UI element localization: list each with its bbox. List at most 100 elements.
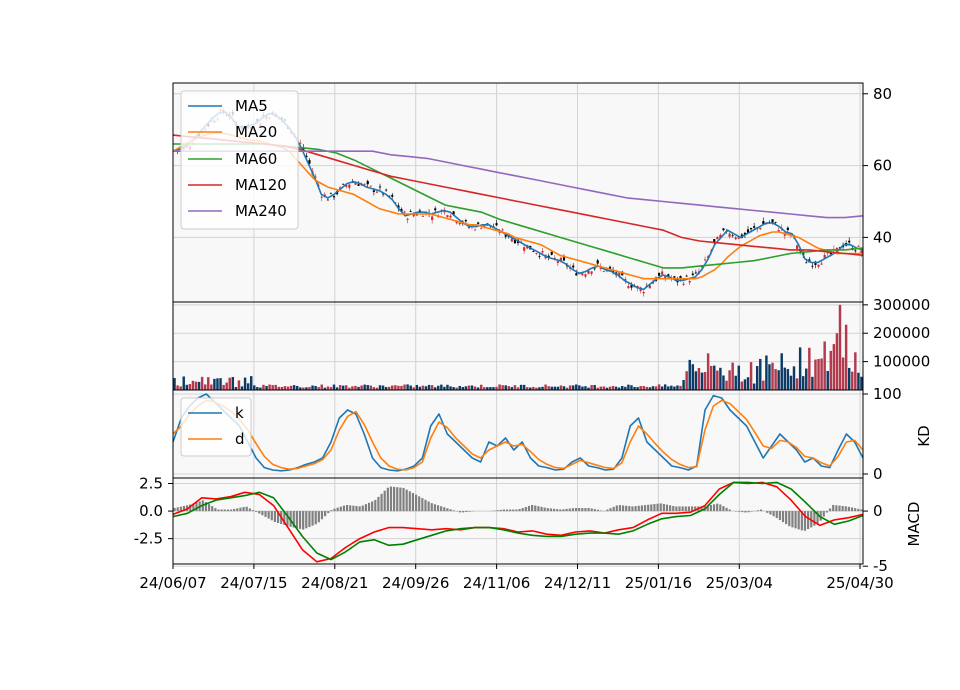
volume-bar [295, 385, 299, 390]
candle-body [575, 273, 578, 276]
macd-hist-bar [229, 509, 233, 512]
candle-body [719, 234, 722, 239]
macd-hist-bar [584, 507, 587, 512]
volume-bar [679, 385, 682, 390]
volume-bar [302, 387, 305, 390]
volume-bar [357, 386, 360, 390]
volume-bar [461, 387, 465, 390]
volume-bar [443, 386, 446, 390]
volume-bar [403, 384, 406, 390]
macd-hist-bar [556, 509, 559, 512]
volume-bar [847, 367, 851, 390]
volume-bar [608, 386, 612, 390]
macd-hist-bar [549, 508, 553, 512]
volume-bar [253, 385, 256, 390]
candle-body [550, 251, 553, 255]
candle-body [415, 214, 418, 216]
macd-hist-bar [521, 508, 524, 512]
macd-hist-bar [405, 489, 408, 512]
volume-bar [798, 347, 802, 390]
volume-bar [207, 377, 210, 390]
candle-body [774, 221, 777, 223]
macd-hist-bar [537, 506, 540, 512]
macd-hist-bar [772, 511, 775, 517]
volume-bar [415, 384, 419, 390]
volume-bar [317, 387, 320, 390]
macd-hist-bar [402, 487, 405, 512]
macd-hist-bar [618, 505, 622, 512]
candle-body [857, 246, 860, 247]
volume-bar [510, 387, 514, 390]
volume-bar [571, 385, 575, 390]
volume-bar [703, 372, 707, 390]
candle-body [691, 273, 694, 276]
volume-bar [522, 384, 526, 390]
macd-hist-bar [650, 504, 653, 512]
macd-hist-bar [418, 496, 421, 512]
macd-hist-bar [352, 505, 355, 512]
macd-hist-bar [590, 508, 593, 512]
macd-hist-bar [411, 492, 415, 512]
candle-body [581, 273, 584, 276]
macd-hist-bar [785, 511, 788, 525]
candle-body [400, 208, 403, 212]
macd-hist-bar [728, 509, 731, 512]
candle-body [762, 221, 765, 224]
macd-hist-bar [706, 505, 709, 512]
candle-body [820, 263, 823, 265]
candle-body [596, 260, 599, 264]
candle-body [421, 216, 425, 217]
macd-hist-bar [518, 509, 521, 512]
candle-body [547, 255, 550, 258]
macd-hist-bar [427, 501, 430, 512]
volume-bar [452, 387, 455, 390]
macd-hist-bar [769, 511, 772, 515]
volume-bar [682, 379, 685, 390]
macd-hist-bar [719, 504, 722, 512]
candle-body [302, 147, 305, 151]
volume-bar [394, 385, 397, 390]
macd-hist-bar [778, 511, 781, 521]
macd-hist-bar [430, 503, 433, 512]
candle-body [823, 254, 826, 259]
volume-bar [348, 387, 351, 390]
macd-hist-bar [414, 494, 418, 512]
kd-legend: k d [180, 397, 252, 457]
volume-bar [256, 387, 259, 390]
candle-body [510, 238, 513, 242]
candle-body [749, 227, 753, 230]
candle-body [642, 291, 645, 294]
volume-bar [725, 380, 728, 390]
volume-bar [286, 386, 290, 390]
macd-hist-bar [675, 506, 678, 512]
volume-bar [636, 387, 639, 390]
volume-bar [728, 370, 731, 390]
x-tick-label: 24/06/07 [139, 574, 206, 592]
macd-hist-bar [781, 511, 785, 523]
candle-body [590, 271, 593, 274]
volume-bar [605, 387, 609, 390]
macd-hist-bar [775, 511, 778, 519]
x-tick-label: 24/12/11 [544, 574, 611, 592]
candle-body [385, 189, 388, 191]
candle-body [562, 257, 566, 261]
macd-hist-bar [741, 511, 744, 513]
volume-bar [363, 384, 366, 390]
macd-hist-bar [311, 511, 314, 526]
macd-hist-bar [264, 511, 267, 517]
macd-hist-bar [524, 506, 527, 512]
candle-body [348, 184, 351, 188]
macd-hist-bar [552, 508, 556, 512]
macd-hist-bar [756, 510, 760, 512]
macd-hist-bar [822, 511, 825, 517]
candle-body [593, 268, 596, 270]
x-tick-label: 25/04/30 [826, 574, 893, 592]
candle-body [679, 275, 682, 280]
candle-body [621, 271, 624, 276]
y-tick-label: 0.0 [139, 502, 163, 520]
volume-bar [228, 377, 231, 390]
volume-bar [391, 385, 394, 390]
macd-hist-bar [336, 507, 339, 512]
macd-hist-bar [847, 506, 850, 512]
candle-body [817, 264, 820, 267]
